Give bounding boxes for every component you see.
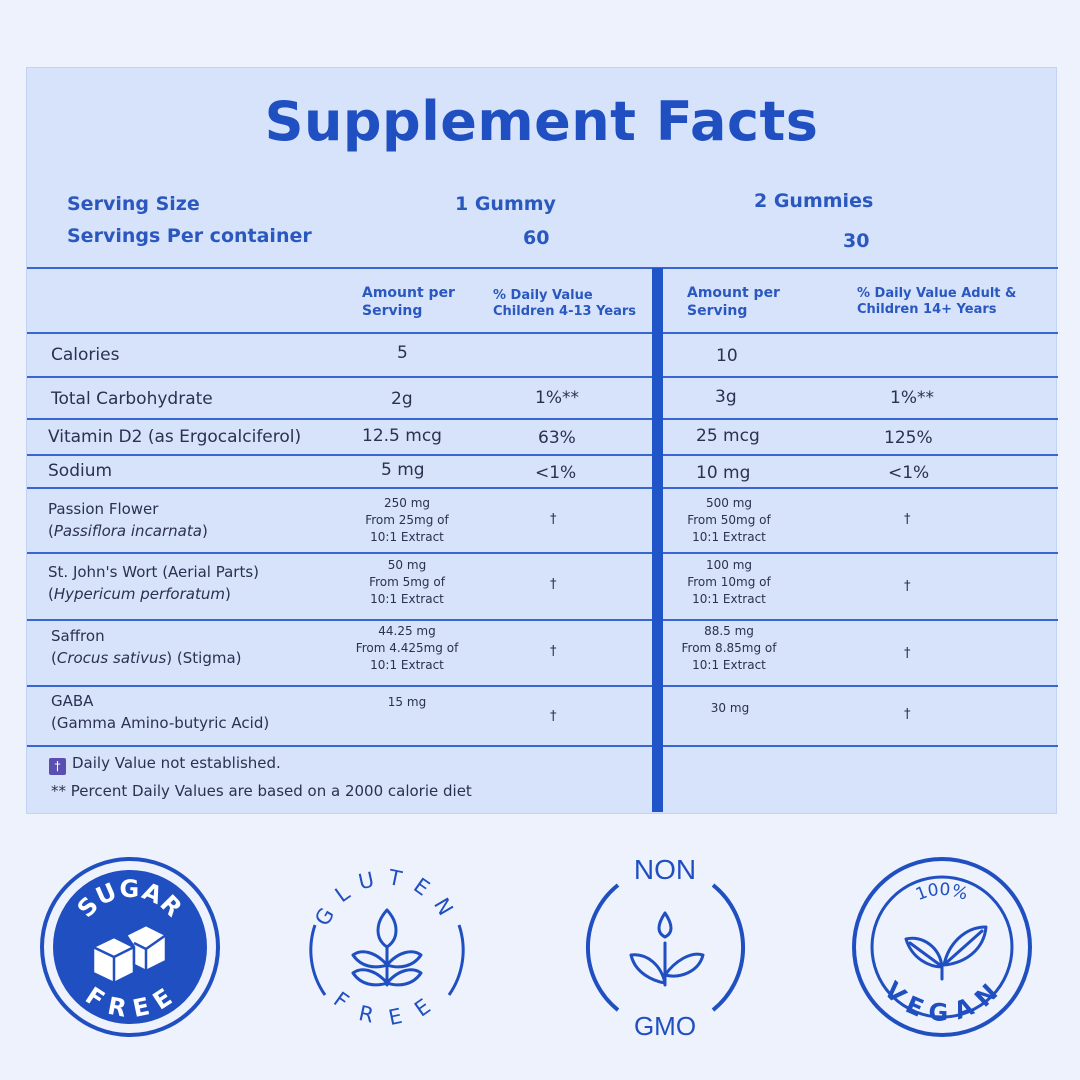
dv-col2: <1% xyxy=(888,463,930,483)
dagger-icon: † xyxy=(904,512,911,527)
footnote-percent: ** Percent Daily Values are based on a 2… xyxy=(51,782,472,800)
divider xyxy=(27,487,1058,489)
col2-servings: 30 xyxy=(843,230,870,252)
amount-col2: 3g xyxy=(715,387,737,407)
col1-amount-header: Amount per Serving xyxy=(362,285,455,319)
dagger-icon: † xyxy=(550,709,557,724)
free-label: FREE xyxy=(329,987,432,1030)
gluten-label: GLUTEN xyxy=(310,865,452,930)
col2-dv-header: % Daily Value Adult & Children 14+ Years xyxy=(857,286,1017,317)
dagger-icon: † xyxy=(904,707,911,722)
amount-col1: 44.25 mg From 4.425mg of 10:1 Extract xyxy=(355,624,459,672)
nutrient-name: Calories xyxy=(51,345,120,365)
ingredient-name: GABA (Gamma Amino-butyric Acid) xyxy=(51,692,270,732)
svg-text:GLUTEN: GLUTEN xyxy=(310,865,464,930)
amount-col1: 12.5 mcg xyxy=(362,426,442,446)
ingredient-name: St. John's Wort (Aerial Parts) (Hypericu… xyxy=(48,563,260,603)
col2-serving-size: 2 Gummies xyxy=(754,190,874,212)
dv-col1: 63% xyxy=(538,428,576,448)
dagger-icon: † xyxy=(550,644,557,659)
divider xyxy=(27,332,1058,334)
sugar-free-badge: SUGAR FREE xyxy=(40,857,220,1037)
dagger-icon: † xyxy=(904,579,911,594)
dagger-icon: † xyxy=(550,577,557,592)
amount-col1: 2g xyxy=(391,389,413,409)
column-divider xyxy=(652,268,663,812)
svg-text:VEGAN: VEGAN xyxy=(879,976,1006,1027)
col1-dv-header: % Daily Value Children 4-13 Years xyxy=(493,288,637,319)
dagger-icon: † xyxy=(49,758,66,775)
svg-text:100%: 100% xyxy=(913,880,970,905)
amount-col1: 5 xyxy=(397,343,408,363)
vegan-label: VEGAN xyxy=(879,976,1003,1027)
nutrient-name: Vitamin D2 (as Ergocalciferol) xyxy=(48,427,302,447)
svg-text:FREE: FREE xyxy=(329,987,444,1030)
amount-col2: 88.5 mg From 8.85mg of 10:1 Extract xyxy=(681,624,777,672)
gmo-label: GMO xyxy=(634,1011,696,1040)
dv-col1: 1%** xyxy=(535,388,579,408)
dv-col2: 125% xyxy=(884,428,933,448)
divider xyxy=(27,376,1058,378)
gluten-free-badge: GLUTEN FREE xyxy=(309,865,465,1030)
amount-col1: 250 mg From 25mg of 10:1 Extract xyxy=(365,496,449,544)
supplement-facts-panel: Supplement Facts Serving Size Servings P… xyxy=(26,67,1058,814)
dagger-icon: † xyxy=(550,512,557,527)
col1-servings: 60 xyxy=(523,227,550,249)
col1-serving-size: 1 Gummy xyxy=(455,193,556,215)
divider xyxy=(27,267,1058,269)
non-gmo-badge: NON GMO xyxy=(585,855,746,1040)
non-label: NON xyxy=(634,855,696,885)
dv-col1: <1% xyxy=(535,463,577,483)
nutrient-name: Total Carbohydrate xyxy=(51,389,213,409)
footnote-dv: † Daily Value not established. xyxy=(49,754,281,775)
vegan-badge: 100% VEGAN xyxy=(852,857,1032,1037)
amount-col2: 100 mg From 10mg of 10:1 Extract xyxy=(687,558,771,606)
amount-col2: 25 mcg xyxy=(696,426,760,446)
dv-col2: 1%** xyxy=(890,388,934,408)
amount-col2: 500 mg From 50mg of 10:1 Extract xyxy=(687,496,771,544)
amount-col1: 15 mg xyxy=(387,695,427,709)
sugar-cubes-icon xyxy=(91,923,168,985)
ingredient-name: Saffron (Crocus sativus) (Stigma) xyxy=(51,627,242,667)
amount-col2: 10 mg xyxy=(696,463,751,483)
amount-col1: 5 mg xyxy=(381,460,425,480)
divider xyxy=(27,454,1058,456)
serving-size-label: Serving Size xyxy=(67,193,200,215)
divider xyxy=(27,552,1058,554)
ingredient-name: Passion Flower (Passiflora incarnata) xyxy=(48,500,208,540)
divider xyxy=(27,685,1058,687)
amount-col1: 50 mg From 5mg of 10:1 Extract xyxy=(369,558,445,606)
dagger-icon: † xyxy=(904,646,911,661)
amount-col2: 30 mg xyxy=(710,701,750,715)
col2-amount-header: Amount per Serving xyxy=(687,285,780,319)
divider xyxy=(27,745,1058,747)
servings-per-container-label: Servings Per container xyxy=(67,225,312,247)
page-title: Supplement Facts xyxy=(264,90,819,153)
amount-col2: 10 xyxy=(716,346,738,366)
nutrient-name: Sodium xyxy=(48,461,113,481)
hundred-percent-label: 100% xyxy=(913,880,970,905)
leaves-icon xyxy=(904,925,988,981)
divider xyxy=(27,619,1058,621)
wheat-icon xyxy=(351,908,423,987)
divider xyxy=(27,418,1058,420)
sprout-icon xyxy=(629,911,705,987)
